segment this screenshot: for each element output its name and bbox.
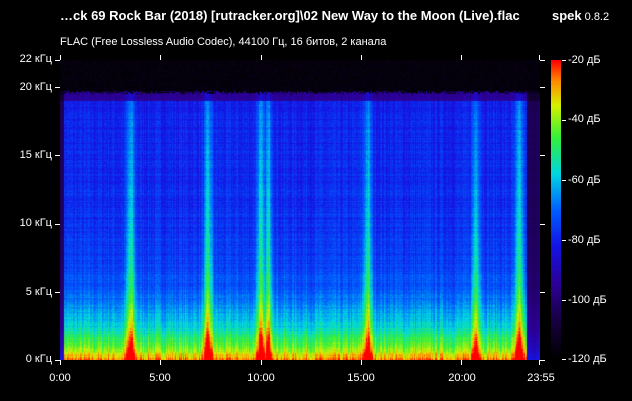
tick-mark [562,300,566,301]
tick-mark [261,55,262,60]
tick-mark [55,360,60,361]
tick-mark [540,87,545,88]
tick-mark [461,55,462,60]
time-label-end: 23:55 [527,372,555,384]
tick-mark [540,292,545,293]
tick-mark [55,224,60,225]
db-label-100: -100 дБ [568,294,607,306]
tick-mark [261,360,262,365]
tick-mark [361,55,362,60]
spectrogram-canvas [60,60,540,360]
db-color-legend [551,60,561,360]
tick-mark [562,180,566,181]
time-label-5: 5:00 [149,372,171,384]
freq-label-5: 5 кГц [25,286,52,298]
tick-mark [160,55,161,60]
db-label-20: -20 дБ [568,54,601,66]
db-label-120: -120 дБ [568,353,607,365]
db-label-60: -60 дБ [568,174,601,186]
time-label-15: 15:00 [347,372,375,384]
tick-mark [539,55,540,60]
freq-label-22: 22 кГц [19,53,52,65]
db-label-80: -80 дБ [568,234,601,246]
db-label-40: -40 дБ [568,113,601,125]
app-name: spek [552,8,582,23]
freq-label-0: 0 кГц [25,353,52,365]
time-label-0: 0:00 [49,372,71,384]
tick-mark [60,360,61,365]
tick-mark [562,240,566,241]
tick-mark [160,360,161,365]
tick-mark [562,60,566,61]
tick-mark [540,360,545,361]
tick-mark [540,155,545,156]
app-version: 0.8.2 [584,11,610,23]
file-title: …ck 69 Rock Bar (2018) [rutracker.org]\0… [60,8,520,23]
tick-mark [55,155,60,156]
freq-label-15: 15 кГц [19,149,52,161]
file-info: FLAC (Free Lossless Audio Codec), 44100 … [60,36,387,48]
tick-mark [361,360,362,365]
tick-mark [540,224,545,225]
tick-mark [55,60,60,61]
time-label-10: 10:00 [247,372,275,384]
tick-mark [60,55,61,60]
tick-mark [562,120,566,121]
tick-mark [540,60,545,61]
freq-label-10: 10 кГц [19,217,52,229]
tick-mark [461,360,462,365]
time-label-20: 20:00 [448,372,476,384]
tick-mark [562,359,566,360]
freq-label-20: 20 кГц [19,81,52,93]
app-branding: spek 0.8.2 [552,8,609,23]
tick-mark [55,292,60,293]
tick-mark [539,360,540,365]
tick-mark [55,87,60,88]
